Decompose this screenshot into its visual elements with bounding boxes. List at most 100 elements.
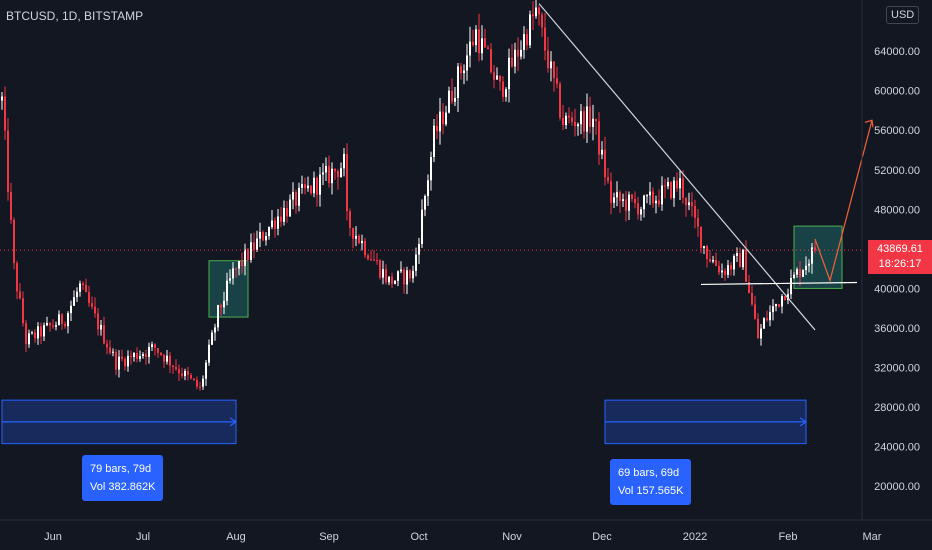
date-range-info-1: 79 bars, 79d Vol 382.862K [82, 455, 164, 501]
candle-body [61, 314, 63, 324]
candle-body [301, 184, 303, 188]
candle-body [709, 259, 711, 262]
candle-body [250, 242, 252, 260]
candle-body [427, 180, 429, 197]
candle-body [631, 194, 633, 199]
date-range-arrowhead [229, 417, 238, 427]
forecast-arrowhead [864, 119, 874, 128]
candle-body [643, 195, 645, 210]
candle-body [64, 323, 66, 327]
candle-body [511, 57, 513, 67]
candle-body [316, 177, 318, 195]
candle-body [277, 216, 279, 229]
candle-body [670, 182, 672, 199]
candle-body [190, 375, 192, 379]
candle-body [745, 249, 747, 282]
candle-body [598, 121, 600, 155]
candle-body [700, 226, 702, 248]
candle-body [181, 373, 183, 377]
candle-body [550, 61, 552, 69]
price-tick-label: 64000.00 [874, 46, 920, 58]
candle-body [589, 106, 591, 127]
price-tick-label: 20000.00 [874, 481, 920, 493]
trendline [538, 3, 816, 331]
candle-body [268, 227, 270, 237]
candle-body [286, 207, 288, 217]
candle-body [772, 306, 774, 313]
time-axis[interactable]: Jun Jul Aug Sep Oct Nov Dec 2022 Feb Mar [0, 519, 932, 543]
candle-body [415, 254, 417, 271]
candle-body [730, 265, 732, 270]
candle-body [166, 355, 168, 362]
candle-body [199, 386, 201, 388]
time-tick-label: Aug [226, 531, 246, 543]
candle-body [73, 297, 75, 306]
candle-body [565, 115, 567, 126]
candle-body [679, 178, 681, 189]
candle-body [172, 365, 174, 368]
candle-body [127, 355, 129, 367]
candle-body [79, 283, 81, 292]
candle-body [367, 255, 369, 260]
candle-body [808, 263, 810, 266]
candle-body [346, 153, 348, 212]
candle-body [307, 185, 309, 189]
candle-body [727, 265, 729, 275]
candle-body [517, 49, 519, 57]
candle-body [88, 292, 90, 304]
candle-body [211, 332, 213, 345]
candle-body [355, 235, 357, 239]
candle-body [637, 203, 639, 215]
currency-badge[interactable]: USD [886, 6, 920, 24]
candle-body [160, 352, 162, 355]
candle-body [757, 318, 759, 339]
candle-body [454, 98, 456, 102]
candle-body [436, 125, 438, 132]
time-tick-label: Jul [136, 531, 150, 543]
candle-body [91, 303, 93, 307]
candle-body [574, 121, 576, 127]
candle-body [280, 216, 282, 222]
candle-body [490, 49, 492, 73]
candle-body [157, 348, 159, 353]
candle-body [733, 255, 735, 270]
candle-body [169, 355, 171, 366]
price-tick-label: 52000.00 [874, 165, 920, 177]
candle-body [292, 192, 294, 200]
time-tick-label: Mar [863, 531, 882, 543]
candle-body [262, 232, 264, 241]
candle-body [616, 192, 618, 198]
candle-body [766, 318, 768, 321]
candle-body [748, 281, 750, 293]
candle-body [352, 227, 354, 239]
candle-body [295, 192, 297, 206]
price-tick-label: 36000.00 [874, 323, 920, 335]
candle-body [412, 270, 414, 279]
candle-body [208, 344, 210, 363]
candle-body [319, 174, 321, 195]
candle-body [796, 269, 798, 275]
candle-body [469, 41, 471, 56]
candle-body [802, 270, 804, 277]
candle-body [793, 274, 795, 279]
candle-body [85, 284, 87, 293]
candle-body [325, 165, 327, 173]
candle-body [235, 268, 237, 270]
time-tick-label: Jun [44, 531, 62, 543]
candle-body [751, 292, 753, 305]
candle-body [571, 117, 573, 122]
candle-body [247, 249, 249, 260]
candle-body [265, 236, 267, 241]
candle-body [187, 370, 189, 376]
candle-body [625, 199, 627, 211]
candle-body [811, 247, 813, 264]
candle-body [595, 118, 597, 122]
candle-body [178, 369, 180, 374]
time-tick-label: Dec [592, 531, 612, 543]
candle-body [688, 202, 690, 206]
candle-body [760, 328, 762, 339]
candle-body [334, 168, 336, 172]
candle-body [676, 180, 678, 189]
candle-body [304, 184, 306, 189]
